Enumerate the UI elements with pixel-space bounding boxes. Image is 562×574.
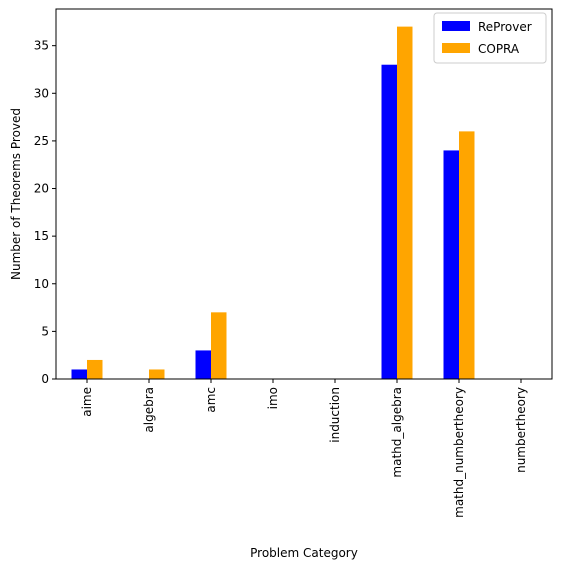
y-axis-label: Number of Theorems Proved [9,108,23,280]
x-axis-label: Problem Category [250,546,358,560]
y-axis-ticks: 0 5 10 15 20 25 30 35 [34,39,56,386]
bar-copra-mathd_algebra [397,26,413,379]
x-tick-label: mathd_algebra [390,387,404,478]
bar-copra-amc [211,312,227,379]
legend-swatch-reprover [442,21,470,31]
bar-reprover-mathd_algebra [381,64,397,379]
bar-copra-algebra [149,369,165,379]
x-tick-label: amc [204,387,218,413]
x-tick-label: numbertheory [514,387,528,473]
bar-copra-mathd_numbertheory [459,131,475,379]
x-tick-label: algebra [142,387,156,433]
legend-swatch-copra [442,43,470,53]
x-tick-label: mathd_numbertheory [452,387,466,518]
y-tick-label: 0 [41,372,49,386]
y-tick-label: 25 [34,134,49,148]
x-tick-label: induction [328,387,342,443]
y-tick-label: 35 [34,39,49,53]
y-tick-label: 10 [34,277,49,291]
bar-reprover-mathd_numbertheory [443,150,459,379]
y-tick-label: 30 [34,86,49,100]
y-tick-label: 20 [34,182,49,196]
bar-reprover-aime [71,369,87,379]
legend: ReProver COPRA [433,12,547,64]
legend-label-copra: COPRA [478,42,520,56]
y-tick-label: 5 [41,324,49,338]
plot-frame [55,8,553,380]
bar-copra-aime [87,359,103,379]
y-tick-label: 15 [34,229,49,243]
bar-reprover-amc [195,350,211,379]
bars-layer [71,26,475,379]
legend-label-reprover: ReProver [478,20,532,34]
x-tick-label: imo [266,387,280,409]
x-tick-label: aime [80,387,94,417]
x-axis-ticks: aime algebra amc imo induction mathd_algebra m… [80,379,528,518]
